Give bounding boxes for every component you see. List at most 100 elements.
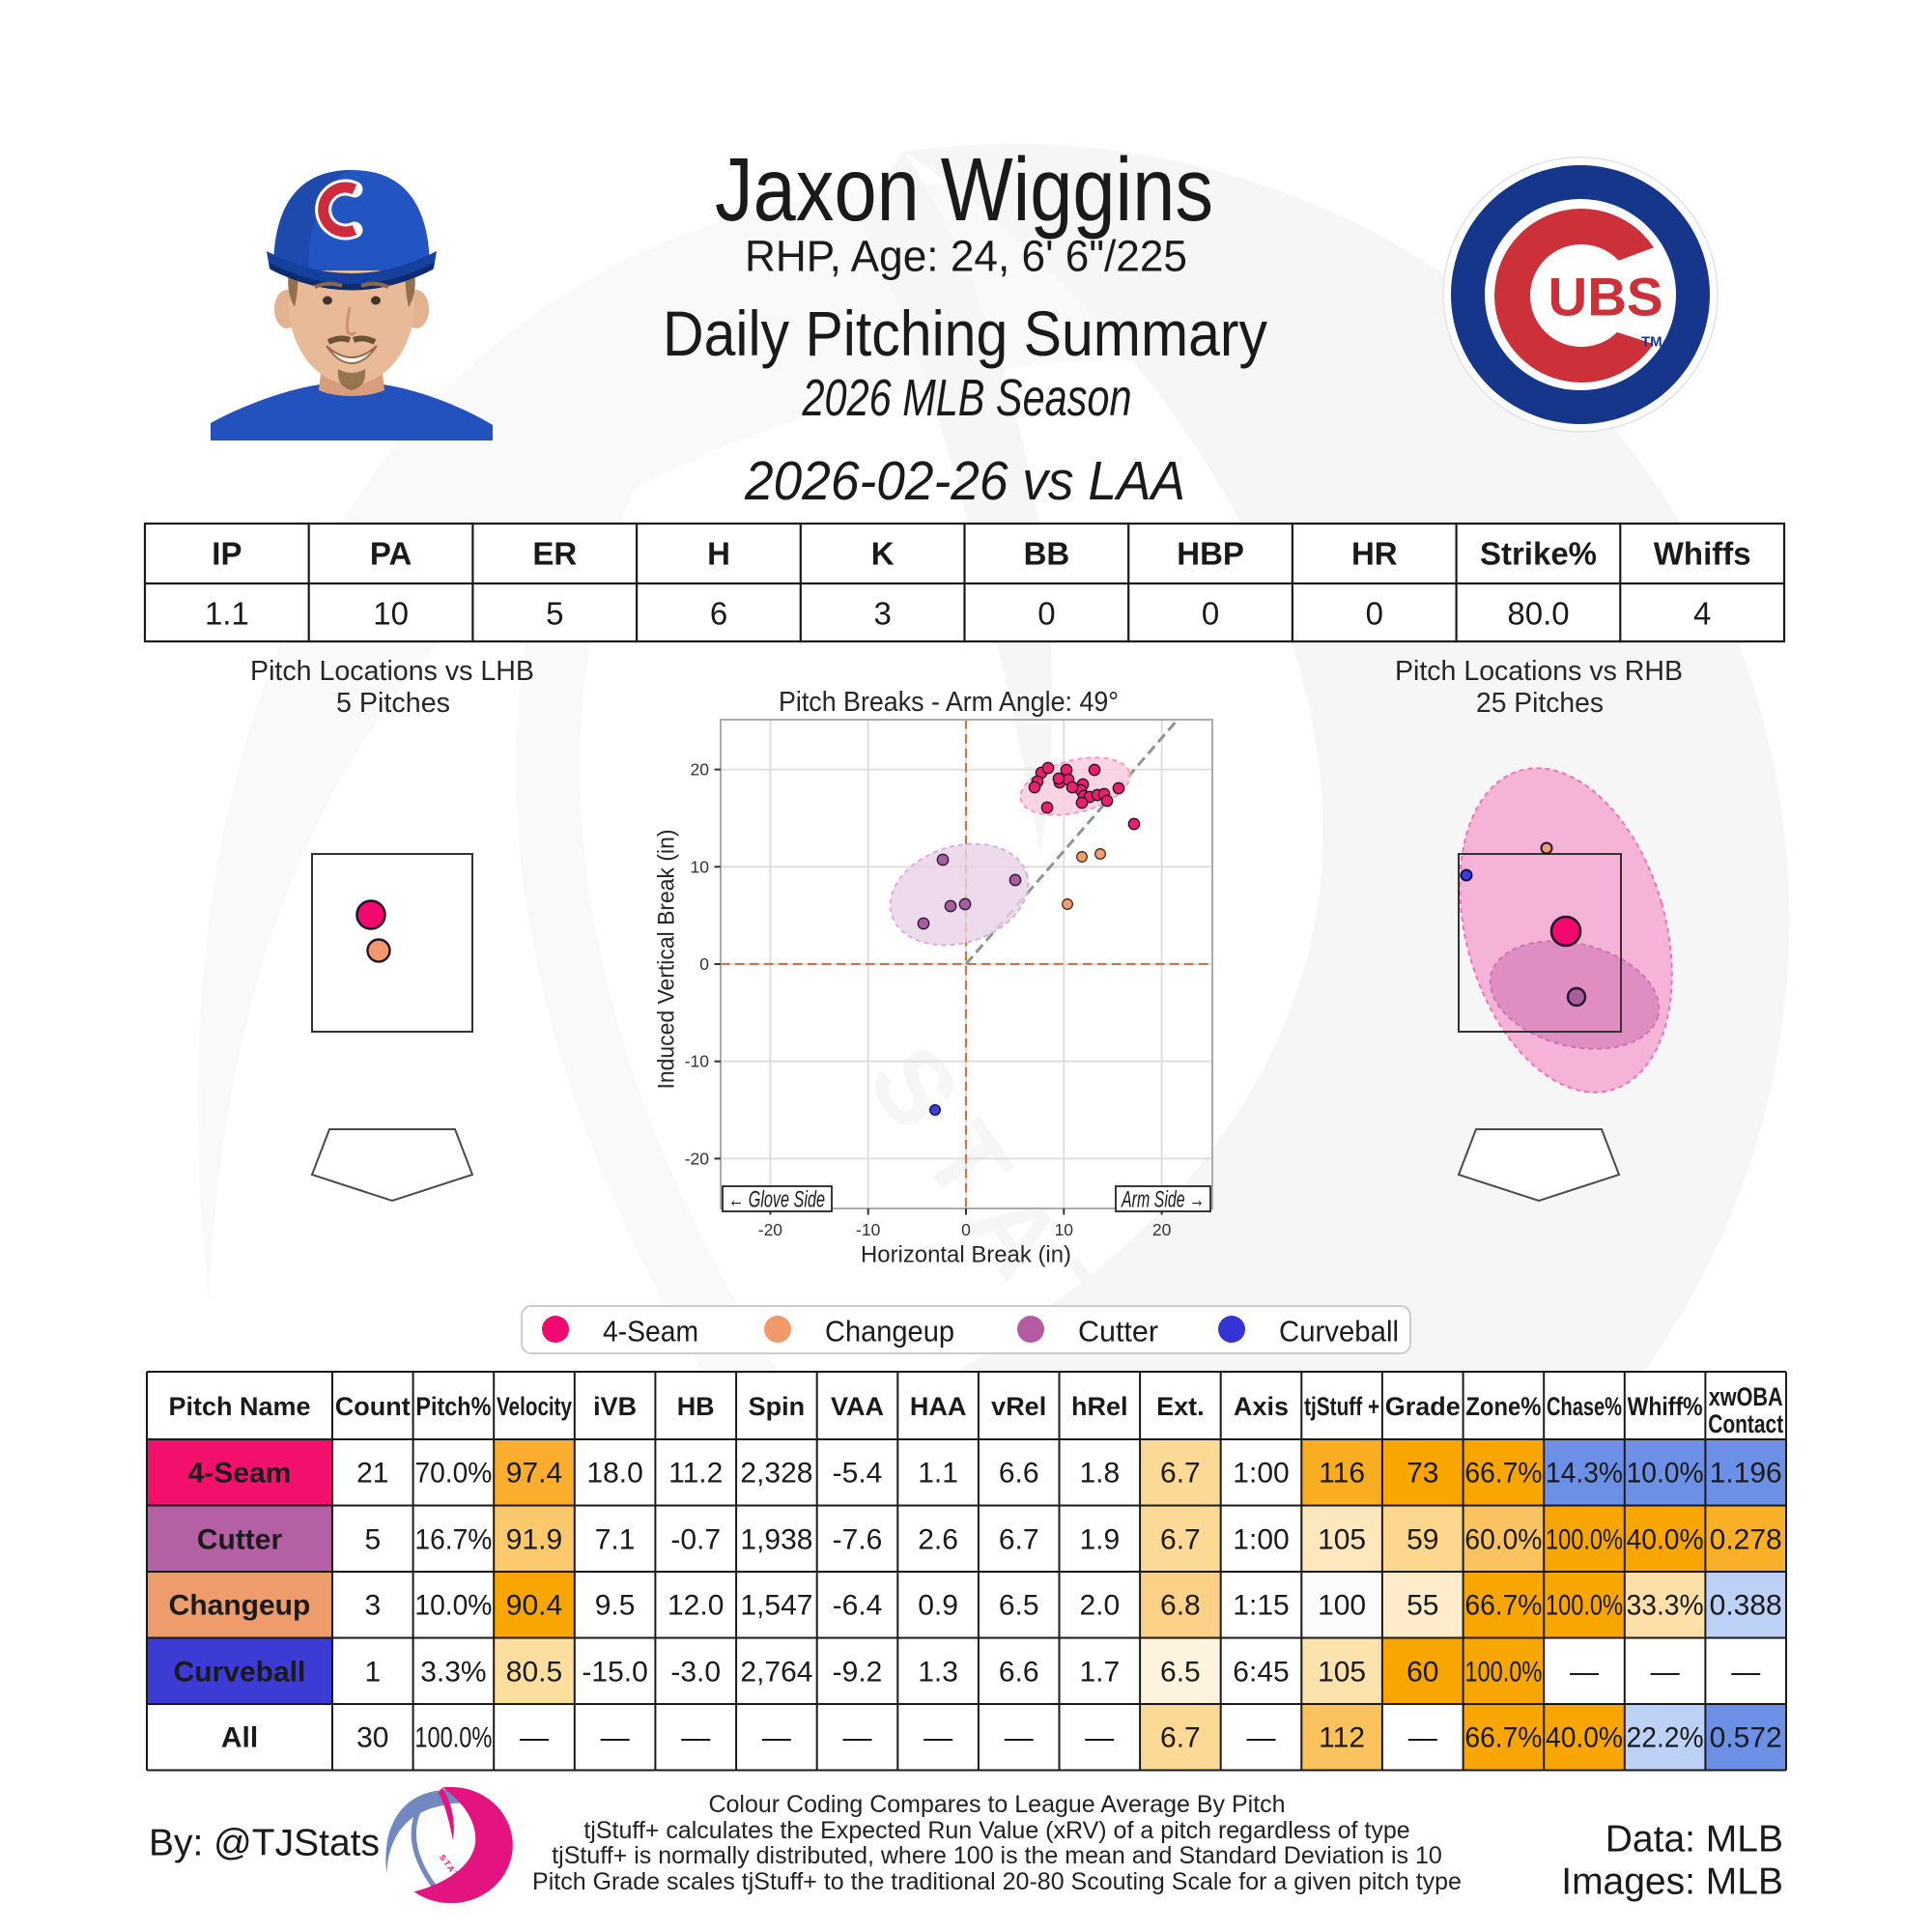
svg-text:10.0%: 10.0%	[1627, 1458, 1704, 1490]
svg-text:5: 5	[364, 1523, 381, 1555]
svg-text:iVB: iVB	[593, 1392, 637, 1421]
svg-text:30: 30	[356, 1722, 388, 1754]
svg-text:Whiffs: Whiffs	[1654, 536, 1751, 572]
svg-text:Spin: Spin	[749, 1392, 806, 1421]
svg-text:40.0%: 40.0%	[1546, 1722, 1623, 1754]
svg-text:10: 10	[373, 596, 409, 632]
svg-text:100: 100	[1318, 1590, 1366, 1622]
svg-text:20: 20	[1152, 1220, 1172, 1239]
svg-text:1,938: 1,938	[740, 1523, 812, 1555]
svg-text:tjStuff +: tjStuff +	[1304, 1392, 1379, 1421]
svg-text:1:00: 1:00	[1233, 1523, 1289, 1555]
svg-text:Images: MLB: Images: MLB	[1561, 1861, 1783, 1903]
svg-text:5: 5	[546, 596, 563, 632]
svg-text:BB: BB	[1024, 536, 1070, 572]
svg-text:1:00: 1:00	[1233, 1458, 1289, 1490]
svg-text:0.278: 0.278	[1710, 1523, 1782, 1555]
svg-text:40.0%: 40.0%	[1627, 1523, 1704, 1555]
svg-text:1:15: 1:15	[1233, 1590, 1289, 1622]
svg-text:1.1: 1.1	[918, 1458, 958, 1490]
svg-text:0: 0	[961, 1220, 971, 1239]
svg-text:Curveball: Curveball	[1279, 1315, 1399, 1349]
svg-text:6.6: 6.6	[999, 1458, 1039, 1490]
svg-text:0: 0	[1037, 596, 1055, 632]
svg-text:6.7: 6.7	[1160, 1722, 1201, 1754]
svg-text:6.7: 6.7	[1160, 1458, 1201, 1490]
svg-text:—: —	[1731, 1656, 1760, 1688]
svg-text:116: 116	[1319, 1458, 1365, 1490]
svg-text:2026-02-26 vs LAA: 2026-02-26 vs LAA	[744, 450, 1185, 512]
svg-text:60: 60	[1406, 1656, 1438, 1688]
svg-text:5 Pitches: 5 Pitches	[336, 688, 450, 719]
svg-text:6.7: 6.7	[999, 1523, 1039, 1555]
svg-text:4-Seam: 4-Seam	[603, 1315, 698, 1349]
svg-text:18.0: 18.0	[586, 1458, 642, 1490]
svg-text:1: 1	[364, 1656, 381, 1688]
svg-text:90.4: 90.4	[506, 1590, 562, 1622]
svg-text:—: —	[1651, 1656, 1680, 1688]
svg-text:6:45: 6:45	[1233, 1656, 1289, 1688]
svg-text:11.2: 11.2	[668, 1458, 723, 1490]
svg-text:59: 59	[1406, 1523, 1438, 1555]
svg-text:2.6: 2.6	[918, 1523, 958, 1555]
svg-text:0: 0	[1366, 596, 1383, 632]
svg-text:0: 0	[699, 954, 709, 974]
svg-text:VAA: VAA	[831, 1392, 884, 1421]
svg-text:-20: -20	[685, 1149, 710, 1168]
svg-text:-7.6: -7.6	[833, 1523, 883, 1555]
svg-text:Pitch Breaks - Arm Angle: 49°: Pitch Breaks - Arm Angle: 49°	[779, 687, 1119, 718]
svg-text:—: —	[1247, 1722, 1276, 1754]
svg-text:21: 21	[356, 1458, 388, 1490]
svg-text:6.8: 6.8	[1160, 1590, 1201, 1622]
svg-text:—: —	[1005, 1722, 1034, 1754]
svg-text:66.7%: 66.7%	[1464, 1590, 1542, 1622]
svg-text:Induced Vertical Break (in): Induced Vertical Break (in)	[654, 830, 680, 1090]
svg-text:6.6: 6.6	[999, 1656, 1039, 1688]
svg-text:—: —	[843, 1722, 872, 1754]
svg-text:3: 3	[364, 1590, 381, 1622]
svg-text:Changeup: Changeup	[169, 1590, 311, 1622]
svg-text:70.0%: 70.0%	[414, 1458, 492, 1490]
svg-text:25 Pitches: 25 Pitches	[1476, 688, 1604, 719]
svg-text:2,328: 2,328	[740, 1458, 812, 1490]
svg-text:UBS: UBS	[1548, 267, 1663, 327]
svg-text:RHP, Age: 24, 6' 6"/225: RHP, Age: 24, 6' 6"/225	[745, 232, 1187, 281]
svg-text:Count: Count	[335, 1392, 411, 1421]
svg-text:Grade: Grade	[1385, 1392, 1461, 1421]
svg-text:-20: -20	[758, 1220, 783, 1239]
svg-text:TM: TM	[1641, 334, 1662, 351]
svg-text:xwOBA: xwOBA	[1709, 1382, 1783, 1411]
svg-text:6.7: 6.7	[1160, 1523, 1201, 1555]
svg-text:55: 55	[1406, 1590, 1438, 1622]
svg-text:80.0: 80.0	[1507, 596, 1569, 632]
svg-text:73: 73	[1406, 1458, 1438, 1490]
svg-text:hRel: hRel	[1071, 1392, 1128, 1421]
svg-text:4: 4	[1693, 596, 1711, 632]
svg-text:tjStuff+ is normally distribut: tjStuff+ is normally distributed, where …	[552, 1842, 1442, 1869]
svg-text:Axis: Axis	[1234, 1392, 1289, 1421]
svg-text:0: 0	[1202, 596, 1219, 632]
svg-text:HAA: HAA	[910, 1392, 967, 1421]
svg-text:—: —	[1408, 1722, 1437, 1754]
svg-text:3.3%: 3.3%	[420, 1656, 486, 1688]
svg-text:105: 105	[1318, 1523, 1366, 1555]
svg-text:97.4: 97.4	[506, 1458, 562, 1490]
svg-text:-6.4: -6.4	[833, 1590, 883, 1622]
svg-text:6.5: 6.5	[999, 1590, 1039, 1622]
svg-text:4-Seam: 4-Seam	[188, 1458, 292, 1490]
svg-text:1.3: 1.3	[918, 1656, 958, 1688]
svg-text:HBP: HBP	[1177, 536, 1244, 572]
svg-text:100.0%: 100.0%	[1546, 1523, 1623, 1555]
svg-text:Velocity: Velocity	[497, 1392, 572, 1421]
svg-text:By: @TJStats: By: @TJStats	[149, 1823, 380, 1864]
svg-text:-9.2: -9.2	[833, 1656, 883, 1688]
svg-text:91.9: 91.9	[506, 1523, 562, 1555]
svg-text:—: —	[520, 1722, 549, 1754]
svg-text:Pitch Name: Pitch Name	[168, 1392, 310, 1421]
svg-text:7.1: 7.1	[595, 1523, 636, 1555]
svg-text:—: —	[601, 1722, 630, 1754]
svg-text:Cutter: Cutter	[197, 1523, 283, 1555]
svg-text:3: 3	[874, 596, 892, 632]
svg-text:tjStuff+ calculates the Expect: tjStuff+ calculates the Expected Run Val…	[583, 1817, 1409, 1844]
svg-text:105: 105	[1318, 1656, 1366, 1688]
